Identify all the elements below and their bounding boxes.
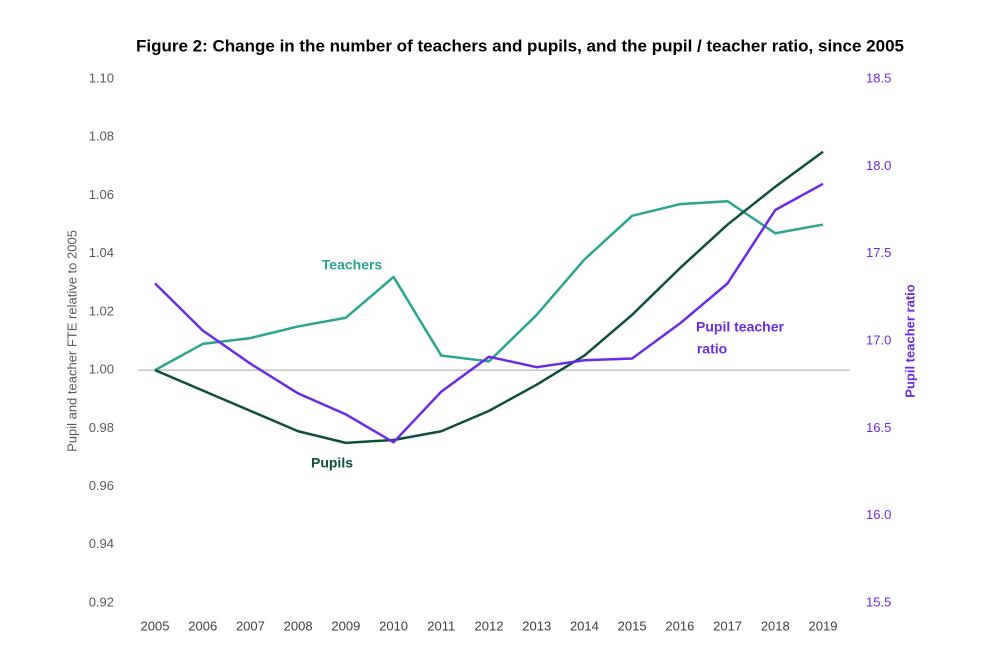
series-line: [154, 150, 824, 445]
series-line: [154, 200, 824, 372]
annotation: Pupil teacher: [696, 319, 784, 335]
x-tick-label: 2007: [236, 618, 265, 633]
x-tick-label: 2008: [284, 618, 313, 633]
annotation: ratio: [697, 341, 727, 357]
annotation: Pupils: [311, 455, 353, 471]
x-tick-label: 2012: [475, 618, 504, 633]
y2-tick-label: 16.0: [866, 507, 891, 522]
x-tick-label: 2017: [713, 618, 742, 633]
x-tick-label: 2014: [570, 618, 599, 633]
x-tick-label: 2009: [331, 618, 360, 633]
y-tick-label: 0.98: [89, 420, 114, 435]
y2-tick-label: 18.0: [866, 158, 891, 173]
y-tick-label: 0.94: [89, 536, 114, 551]
y2-axis-label: Pupil teacher ratio: [902, 284, 917, 397]
y-tick-label: 1.08: [89, 129, 114, 144]
y-tick-label: 1.10: [89, 70, 114, 85]
x-tick-label: 2006: [188, 618, 217, 633]
x-tick-label: 2016: [665, 618, 694, 633]
y-tick-label: 1.00: [89, 362, 114, 377]
x-tick-label: 2010: [379, 618, 408, 633]
y2-tick-label: 17.5: [866, 245, 891, 260]
chart-title: Figure 2: Change in the number of teache…: [136, 36, 904, 55]
y-tick-label: 1.06: [89, 187, 114, 202]
x-tick-label: 2011: [427, 618, 455, 633]
x-tick-label: 2018: [761, 618, 790, 633]
y-tick-label: 0.92: [89, 594, 114, 609]
y-tick-label: 1.02: [89, 303, 114, 318]
annotation: Teachers: [322, 257, 383, 273]
y-tick-label: 0.96: [89, 478, 114, 493]
y2-tick-label: 18.5: [866, 70, 891, 85]
y-axis-label: Pupil and teacher FTE relative to 2005: [64, 230, 79, 452]
x-tick-label: 2015: [618, 618, 647, 633]
series-line: [154, 182, 824, 444]
y-tick-label: 1.04: [89, 245, 114, 260]
x-tick-label: 2005: [141, 618, 170, 633]
y2-tick-label: 16.5: [866, 420, 891, 435]
y2-tick-label: 17.0: [866, 332, 891, 347]
x-tick-label: 2013: [522, 618, 551, 633]
y2-tick-label: 15.5: [866, 594, 891, 609]
x-tick-label: 2019: [809, 618, 838, 633]
